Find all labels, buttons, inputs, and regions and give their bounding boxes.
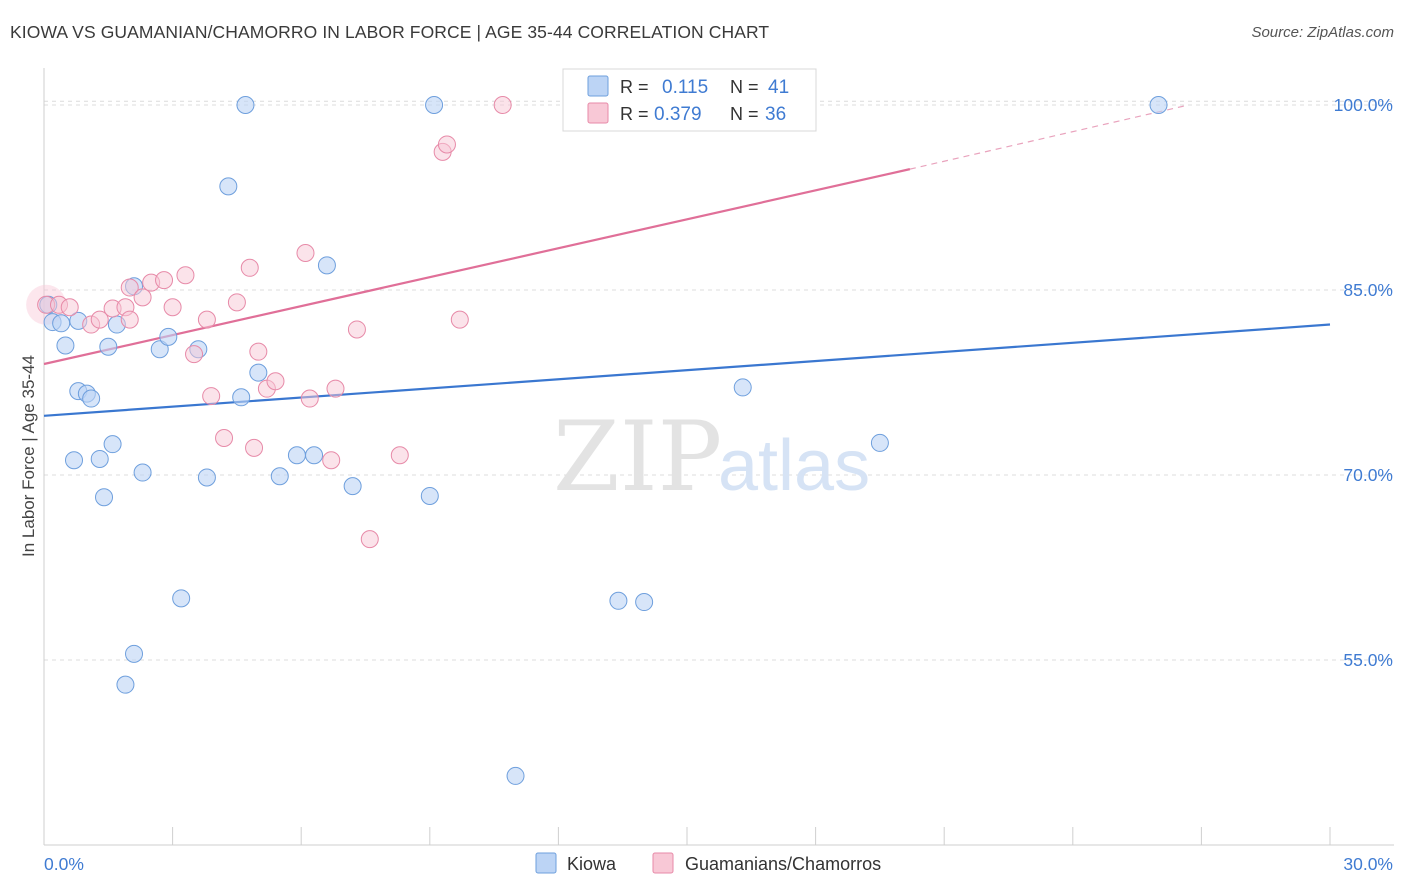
point-guam <box>155 271 174 290</box>
point-guam <box>326 379 345 398</box>
legend-n-value-kiowa: 41 <box>768 77 789 98</box>
point-kiowa <box>270 467 289 486</box>
legend-n-value-guam: 36 <box>765 104 786 125</box>
point-kiowa <box>56 336 75 355</box>
legend-n-label-guam: N = <box>730 104 759 124</box>
data-points <box>26 96 1168 785</box>
point-kiowa <box>317 256 336 275</box>
point-kiowa <box>287 446 306 465</box>
bottom-legend: Kiowa Guamanians/Chamorros <box>535 852 881 874</box>
point-kiowa <box>150 340 169 359</box>
point-guam <box>450 310 469 329</box>
watermark-atlas: atlas <box>718 426 870 506</box>
point-kiowa <box>635 593 654 612</box>
bottom-legend-kiowa: Kiowa <box>567 854 617 874</box>
legend-n-label-kiowa: N = <box>730 77 759 97</box>
point-kiowa <box>219 177 238 196</box>
trend-line-guam-extension <box>909 104 1189 170</box>
watermark-zip: ZIP <box>553 401 722 513</box>
point-guam <box>390 446 409 465</box>
point-guam <box>493 96 512 114</box>
point-guam <box>266 372 285 391</box>
point-kiowa <box>343 477 362 496</box>
gridlines <box>44 100 1394 661</box>
point-kiowa <box>232 388 251 407</box>
point-kiowa <box>420 486 439 505</box>
legend-swatch-kiowa <box>587 75 609 97</box>
bottom-legend-swatch-kiowa <box>535 852 557 874</box>
legend-swatch-guam <box>587 102 609 124</box>
legend-r-label-kiowa: R = <box>620 77 649 97</box>
x-tick-labels: 0.0% 30.0% <box>44 854 1393 874</box>
point-guam <box>296 244 315 262</box>
point-guam <box>360 530 379 549</box>
x-tick-label-min: 0.0% <box>44 854 84 874</box>
point-kiowa <box>90 449 109 468</box>
watermark: ZIP atlas <box>553 401 870 513</box>
point-guam <box>437 135 456 154</box>
point-kiowa <box>197 468 216 487</box>
legend-r-value-kiowa: 0.115 <box>662 77 708 98</box>
legend-r-value-guam: 0.379 <box>654 104 702 125</box>
point-kiowa <box>870 433 889 452</box>
y-tick-label: 70.0% <box>1343 465 1393 485</box>
point-guam <box>163 298 182 317</box>
x-tick-label-max: 30.0% <box>1343 854 1393 874</box>
legend: R = 0.115 N = 41 R = 0.379 N = 36 <box>562 68 817 132</box>
point-kiowa <box>733 378 752 397</box>
point-guam <box>120 310 139 329</box>
y-tick-labels: 55.0% 70.0% 85.0% 100.0% <box>1334 95 1393 670</box>
point-kiowa <box>133 463 152 482</box>
point-kiowa <box>1149 96 1168 114</box>
point-kiowa <box>506 766 525 785</box>
point-guam <box>133 288 152 307</box>
point-guam <box>322 451 341 470</box>
point-guam <box>227 293 246 312</box>
y-axis-label: In Labor Force | Age 35-44 <box>19 355 38 557</box>
point-kiowa <box>99 337 118 356</box>
trend-lines <box>43 104 1331 417</box>
point-guam <box>215 429 234 447</box>
point-guam <box>197 310 216 329</box>
point-kiowa <box>159 327 178 346</box>
point-guam <box>240 258 259 277</box>
point-kiowa <box>305 446 324 465</box>
point-kiowa <box>125 644 144 663</box>
point-kiowa <box>425 96 444 114</box>
point-guam <box>90 310 109 329</box>
axes <box>43 68 1394 846</box>
point-guam <box>245 438 264 457</box>
bottom-legend-guam: Guamanians/Chamorros <box>685 854 881 874</box>
trend-line-kiowa <box>43 323 1331 417</box>
trend-line-guam <box>43 168 911 366</box>
y-tick-label: 85.0% <box>1343 280 1393 300</box>
point-guam <box>347 320 366 339</box>
point-kiowa <box>609 591 628 610</box>
point-kiowa <box>172 589 191 608</box>
point-guam <box>60 298 79 317</box>
point-kiowa <box>236 96 255 114</box>
point-kiowa <box>103 435 122 454</box>
point-kiowa <box>249 363 268 382</box>
y-tick-label: 100.0% <box>1334 95 1393 115</box>
point-guam <box>249 342 268 361</box>
point-guam <box>120 278 139 297</box>
point-kiowa <box>116 675 135 694</box>
bottom-legend-swatch-guam <box>652 852 674 874</box>
y-tick-label: 55.0% <box>1343 650 1393 670</box>
point-guam <box>176 266 195 285</box>
point-guam <box>300 389 319 408</box>
source-note: Source: ZipAtlas.com <box>1251 24 1394 41</box>
point-kiowa <box>82 389 101 408</box>
point-guam <box>185 345 204 364</box>
legend-r-label-guam: R = <box>620 104 649 124</box>
point-kiowa <box>52 314 71 333</box>
point-kiowa <box>65 451 84 470</box>
point-kiowa <box>95 488 114 507</box>
point-guam <box>202 387 221 406</box>
chart-title: KIOWA VS GUAMANIAN/CHAMORRO IN LABOR FOR… <box>10 22 770 42</box>
